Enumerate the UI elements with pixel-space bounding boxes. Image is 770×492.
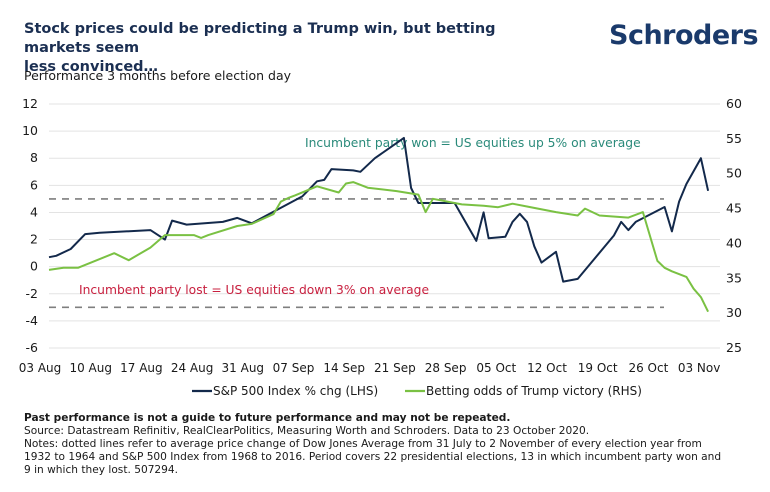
right-axis-tick-label: 40: [726, 235, 742, 250]
left-axis-tick-label: 6: [30, 177, 38, 192]
chart-title-line2: less convinced…: [24, 59, 159, 75]
right-axis-tick-label: 55: [726, 131, 742, 146]
left-axis-tick-label: -4: [26, 313, 39, 328]
x-axis-tick-label: 03 Nov: [678, 361, 721, 375]
legend-label-sp500: S&P 500 Index % chg (LHS): [213, 384, 378, 398]
right-axis-tick-label: 50: [726, 166, 742, 181]
reference-lines: [49, 198, 664, 309]
x-axis-tick-label: 05 Oct: [476, 361, 516, 375]
x-axis-tick-label: 21 Sep: [374, 361, 416, 375]
right-axis-tick-label: 45: [726, 201, 742, 216]
chart-subtitle: Performance 3 months before election day: [24, 68, 292, 83]
chart-area: 12 10 8 6 4 2 0 -2 -4 -6 60 55 50 45 40 35 30 25 03 Aug 1…: [19, 96, 742, 398]
notes-line-2: 1932 to 1964 and S&P 500 Index from 1968…: [24, 451, 722, 463]
x-axis-tick-label: 17 Aug: [120, 361, 163, 375]
x-axis-ticks: 03 Aug 10 Aug 17 Aug 24 Aug 31 Aug 07 Sep 14 S…: [19, 361, 721, 375]
right-axis-tick-label: 60: [726, 96, 742, 111]
x-axis-tick-label: 31 Aug: [222, 361, 265, 375]
notes-line-1: Notes: dotted lines refer to average pri…: [24, 438, 702, 450]
chart-title-line1: Stock prices could be predicting a Trump…: [24, 21, 496, 56]
left-axis-tick-label: 0: [30, 259, 38, 274]
right-axis-tick-label: 30: [726, 305, 742, 320]
disclaimer: Past performance is not a guide to futur…: [24, 412, 511, 424]
x-axis-tick-label: 07 Sep: [273, 361, 315, 375]
x-axis-tick-label: 03 Aug: [19, 361, 62, 375]
chart-title: Stock prices could be predicting a Trump…: [24, 20, 544, 77]
x-axis-tick-label: 24 Aug: [171, 361, 214, 375]
x-axis-tick-label: 14 Sep: [323, 361, 365, 375]
annotation-incumbent-won: Incumbent party won = US equities up 5% …: [305, 136, 641, 150]
annotation-incumbent-lost: Incumbent party lost = US equities down …: [79, 283, 429, 297]
right-axis-tick-label: 25: [726, 340, 742, 355]
betting-odds-line: [48, 181, 709, 313]
right-axis-ticks: 60 55 50 45 40 35 30 25: [726, 96, 742, 355]
x-axis-tick-label: 19 Oct: [578, 361, 618, 375]
left-axis-tick-label: 8: [30, 150, 38, 165]
x-axis-tick-label: 10 Aug: [69, 361, 112, 375]
legend-label-betting: Betting odds of Trump victory (RHS): [426, 384, 642, 398]
sp500-line: [48, 136, 710, 283]
notes-line-3: 9 in which they lost. 507294.: [24, 464, 179, 476]
x-axis-tick-label: 26 Oct: [628, 361, 668, 375]
footer-notes: Past performance is not a guide to futur…: [24, 412, 754, 477]
left-axis-tick-label: 12: [22, 96, 38, 111]
left-axis-tick-label: 2: [30, 232, 38, 247]
left-axis-tick-label: 4: [30, 204, 38, 219]
schroders-logo: Schroders: [609, 20, 759, 51]
x-axis-tick-label: 28 Sep: [425, 361, 467, 375]
left-axis-ticks: 12 10 8 6 4 2 0 -2 -4 -6: [22, 96, 38, 355]
gridlines: [49, 103, 720, 349]
left-axis-tick-label: -6: [26, 340, 39, 355]
left-axis-tick-label: 10: [22, 123, 38, 138]
left-axis-tick-label: -2: [26, 286, 38, 301]
series-lines: [48, 136, 710, 313]
legend: S&P 500 Index % chg (LHS) Betting odds o…: [192, 384, 642, 398]
source-note: Source: Datastream Refinitiv, RealClearP…: [24, 425, 590, 437]
right-axis-tick-label: 35: [726, 270, 742, 285]
x-axis-tick-label: 12 Oct: [527, 361, 567, 375]
